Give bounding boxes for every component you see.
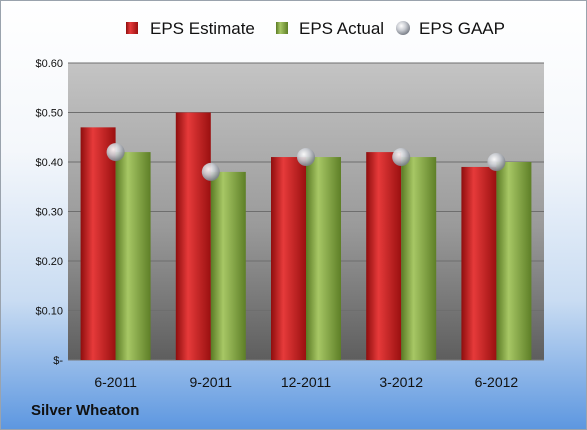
eps-actual-bar: [401, 157, 437, 360]
eps-estimate-bar: [271, 157, 306, 360]
eps-estimate-bar: [366, 152, 402, 360]
gaap-points: [106, 143, 506, 181]
eps-gaap-point: [392, 148, 411, 167]
legend-marker: [396, 21, 410, 35]
bars: [80, 112, 532, 360]
legend: EPS Estimate EPS Actual EPS GAAP: [126, 19, 505, 38]
y-tick-label: $0.50: [35, 108, 63, 120]
company-name: Silver Wheaton: [31, 402, 140, 419]
y-tick-label: $-: [53, 355, 63, 367]
x-tick-label: 9-2011: [190, 374, 233, 390]
eps-gaap-point: [106, 143, 125, 162]
legend-label: EPS Actual: [299, 19, 384, 38]
eps-estimate-bar: [461, 166, 497, 360]
y-axis-ticks: $- $0.10 $0.20 $0.30 $0.40 $0.50 $0.60: [35, 58, 63, 367]
eps-actual-bar: [306, 157, 341, 360]
eps-actual-bar: [496, 162, 532, 360]
legend-marker: [276, 22, 288, 34]
eps-gaap-point: [297, 148, 315, 167]
eps-gaap-point: [487, 153, 506, 171]
x-tick-label: 6-2012: [475, 374, 519, 390]
y-tick-label: $0.20: [35, 256, 63, 268]
eps-estimate-bar: [80, 127, 116, 360]
x-tick-label: 3-2012: [379, 374, 423, 390]
eps-estimate-bar: [175, 112, 211, 360]
eps-actual-bar: [115, 152, 151, 360]
x-axis-ticks: 6-2011 9-2011 12-2011 3-2012 6-2012: [94, 374, 518, 390]
legend-label: EPS GAAP: [419, 19, 505, 38]
y-tick-label: $0.30: [35, 207, 63, 219]
x-tick-label: 6-2011: [94, 374, 137, 390]
legend-marker: [126, 22, 138, 34]
y-tick-label: $0.10: [35, 306, 63, 318]
x-tick-label: 12-2011: [281, 374, 332, 390]
y-tick-label: $0.40: [35, 157, 63, 169]
legend-label: EPS Estimate: [150, 19, 255, 38]
eps-gaap-point: [201, 162, 220, 181]
y-tick-label: $0.60: [35, 58, 63, 70]
eps-actual-bar: [210, 171, 246, 360]
